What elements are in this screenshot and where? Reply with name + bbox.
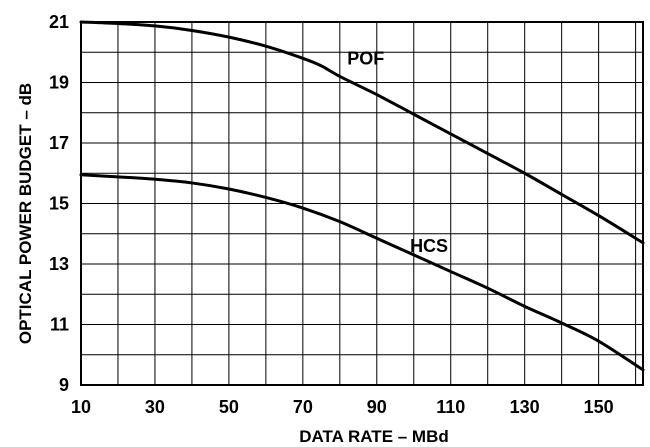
y-tick-label: 21: [49, 12, 69, 32]
plot-frame: [80, 21, 644, 386]
y-tick-label: 19: [49, 73, 69, 93]
x-tick-label: 150: [584, 397, 614, 417]
series-line-pof: [79, 20, 645, 245]
y-tick-labels: 9 11 13 15 17 19 21: [49, 12, 69, 395]
x-tick-label: 10: [71, 397, 91, 417]
series-labels: POF HCS: [347, 48, 448, 256]
x-tick-label: 110: [436, 397, 465, 417]
x-tick-label: 30: [145, 397, 165, 417]
x-tick-label: 90: [367, 397, 387, 417]
series-label-hcs: HCS: [410, 236, 448, 256]
y-tick-label: 9: [59, 375, 69, 395]
series-line-hcs: [79, 173, 645, 372]
series-label-pof: POF: [347, 48, 384, 68]
series-group: [79, 20, 645, 372]
y-tick-label: 15: [49, 194, 69, 214]
x-tick-label: 130: [510, 397, 540, 417]
y-tick-label: 11: [50, 315, 69, 335]
y-tick-label: 13: [49, 254, 69, 274]
y-tick-label: 17: [49, 133, 69, 153]
y-axis-title: OPTICAL POWER BUDGET – dB: [16, 83, 35, 344]
x-tick-label: 50: [219, 397, 239, 417]
x-tick-labels: 10 30 50 70 90 110 130 150: [71, 397, 614, 417]
x-axis-title: DATA RATE – MBd: [299, 427, 449, 446]
x-tick-label: 70: [293, 397, 313, 417]
grid: [81, 22, 643, 385]
